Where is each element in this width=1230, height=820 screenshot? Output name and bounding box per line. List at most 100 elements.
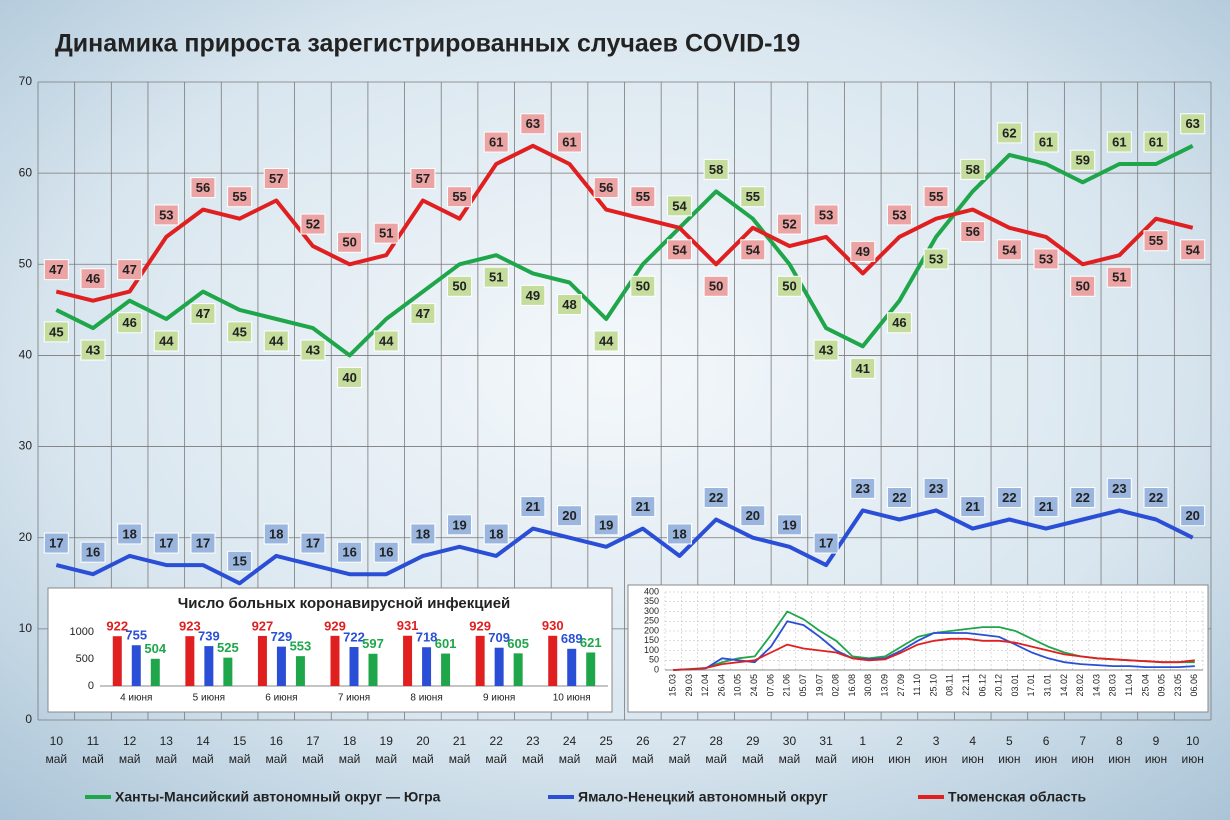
x-tick-label: 11 май <box>82 734 104 766</box>
data-label: 53 <box>819 207 833 222</box>
data-label-box <box>630 186 656 208</box>
data-label-box <box>117 312 143 334</box>
x-tick-label: 21 май <box>449 734 471 766</box>
x-tick-label: 28.03 <box>1108 674 1118 697</box>
data-label-box <box>703 158 729 180</box>
x-tick-label: 10 май <box>46 734 68 766</box>
data-label-box <box>117 523 143 545</box>
data-label: 53 <box>892 207 906 222</box>
data-label: 45 <box>232 324 246 339</box>
data-label-box <box>373 330 399 352</box>
bar <box>494 647 504 686</box>
chart-title: Динамика прироста зарегистрированных слу… <box>55 30 800 58</box>
data-label-box <box>373 222 399 244</box>
data-label: 46 <box>122 315 136 330</box>
y-tick-label: 250 <box>644 616 659 626</box>
inset-box <box>47 587 613 713</box>
data-label: 45 <box>49 324 63 339</box>
data-label: 51 <box>489 270 503 285</box>
x-tick-label: 09.05 <box>1157 674 1167 697</box>
x-tick-label: 02.08 <box>831 674 841 697</box>
data-label-box <box>886 204 912 226</box>
x-tick-label: 8 июн <box>1108 734 1130 766</box>
data-label: 44 <box>269 333 284 348</box>
x-tick-label: 17 май <box>302 734 324 766</box>
data-label-box <box>227 321 253 343</box>
data-label-box <box>1180 239 1206 261</box>
x-tick-label: 10.05 <box>733 674 743 697</box>
y-tick-label: 200 <box>644 625 659 635</box>
data-label: 44 <box>379 333 394 348</box>
x-tick-label: 2 июн <box>888 734 910 766</box>
x-tick-label: 20.12 <box>994 674 1004 697</box>
y-tick-label: 60 <box>19 165 33 179</box>
data-label-box <box>1106 266 1132 288</box>
data-label-box <box>190 532 216 554</box>
data-label: 50 <box>1075 279 1089 294</box>
data-label-box <box>337 541 363 563</box>
data-label-box <box>886 312 912 334</box>
data-label: 722 <box>343 629 365 644</box>
data-label-box <box>1106 477 1132 499</box>
data-label-box <box>923 248 949 270</box>
x-tick-label: 23 май <box>522 734 544 766</box>
x-tick-label: 31 май <box>815 734 837 766</box>
data-label-box <box>410 523 436 545</box>
data-label: 922 <box>106 619 128 634</box>
data-label-box <box>740 186 766 208</box>
y-tick-label: 400 <box>644 586 659 596</box>
data-label: 22 <box>709 490 723 505</box>
data-label: 46 <box>892 315 906 330</box>
data-label-box <box>483 523 509 545</box>
data-label: 621 <box>580 635 602 650</box>
data-label: 47 <box>122 262 136 277</box>
data-label: 525 <box>217 640 239 655</box>
x-tick-label: 7 июня <box>338 693 370 704</box>
x-tick-label: 9 июн <box>1145 734 1167 766</box>
series-line <box>55 144 1194 358</box>
x-tick-label: 15 май <box>229 734 251 766</box>
data-label-box <box>520 284 546 306</box>
data-label-box <box>593 177 619 199</box>
data-label: 19 <box>782 517 796 532</box>
x-tick-label: 12.04 <box>700 674 710 697</box>
y-tick-label: 500 <box>76 653 94 665</box>
x-tick-label: 6 июн <box>1035 734 1057 766</box>
data-label-box <box>557 294 583 316</box>
data-label: 54 <box>672 242 687 257</box>
data-label-box <box>227 186 253 208</box>
bar <box>475 635 485 686</box>
y-tick-label: 0 <box>88 680 94 692</box>
x-tick-label: 14.03 <box>1091 674 1101 697</box>
data-label: 46 <box>86 271 100 286</box>
data-label: 21 <box>636 499 650 514</box>
data-label: 23 <box>1112 481 1126 496</box>
data-label-box <box>850 477 876 499</box>
bar <box>441 653 451 686</box>
bar <box>276 646 286 686</box>
data-label: 62 <box>1002 125 1016 140</box>
x-tick-label: 12 май <box>119 734 141 766</box>
data-label-box <box>960 158 986 180</box>
data-label-box <box>520 113 546 135</box>
data-label-box <box>593 330 619 352</box>
x-tick-label: 29.03 <box>684 674 694 697</box>
data-label-box <box>447 186 473 208</box>
data-label: 709 <box>488 630 510 645</box>
data-label: 689 <box>561 631 583 646</box>
data-label: 18 <box>122 526 136 541</box>
data-label: 52 <box>782 216 796 231</box>
data-label: 61 <box>1149 134 1163 149</box>
x-tick-label: 30 май <box>779 734 801 766</box>
y-tick-label: 100 <box>644 645 659 655</box>
data-label: 51 <box>1112 270 1126 285</box>
data-label-box <box>593 514 619 536</box>
bar <box>185 636 195 686</box>
x-tick-label: 5 июн <box>998 734 1020 766</box>
x-tick-label: 7 июн <box>1072 734 1094 766</box>
data-label-box <box>1070 486 1096 508</box>
data-label: 51 <box>379 226 393 241</box>
data-label-box <box>630 496 656 518</box>
data-label-box <box>850 357 876 379</box>
